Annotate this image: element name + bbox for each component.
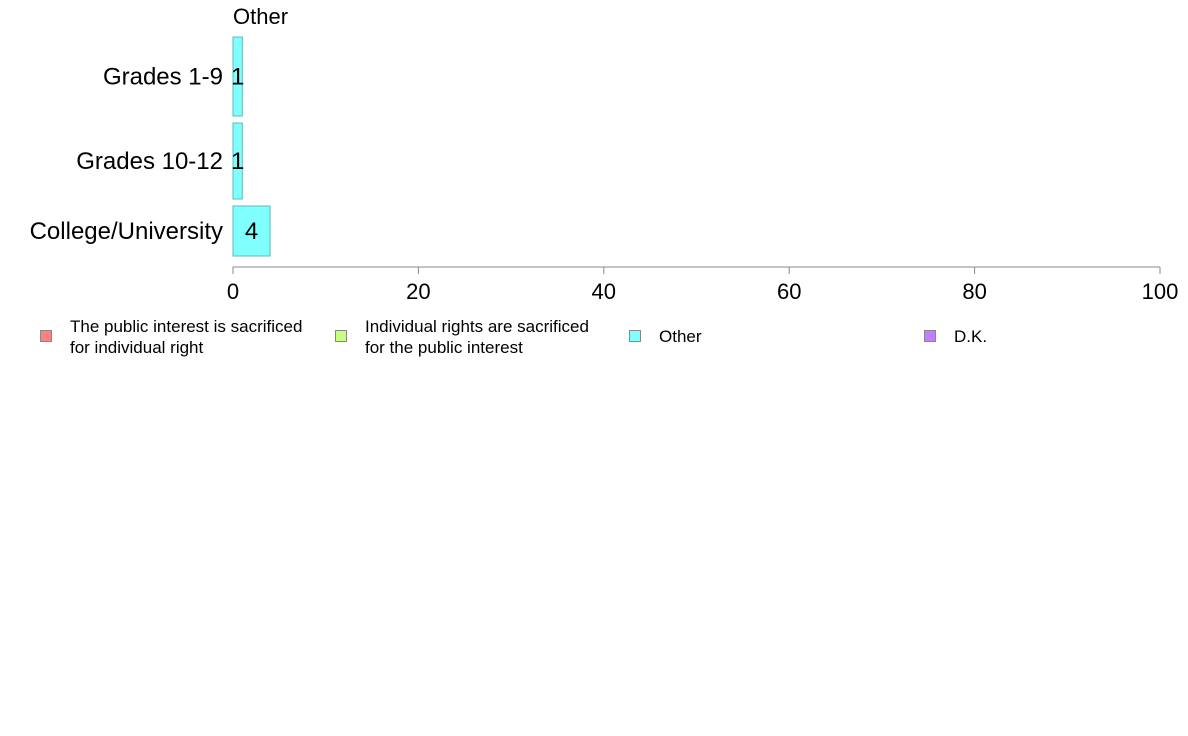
legend-swatch-red (40, 330, 52, 342)
bars-group: Grades 1-9 1 Grades 10-12 1 College/Universi… (30, 36, 271, 257)
legend-item-public-interest-sacrificed: The public interest is sacrificed for in… (40, 316, 302, 358)
data-label: 1 (231, 148, 244, 175)
legend-swatch-cyan (629, 330, 641, 342)
x-tick-label: 20 (406, 279, 430, 300)
category-label: Grades 10-12 (76, 148, 223, 175)
chart: Other Grades 1-9 1 Grades 10-12 1 College/Un… (30, 4, 1179, 300)
legend: The public interest is sacrificed for in… (0, 316, 1188, 366)
legend-swatch-purple (924, 330, 936, 342)
legend-label: The public interest is sacrificed for in… (70, 317, 303, 357)
legend-item-other: Other (629, 316, 702, 347)
data-label: 1 (231, 64, 244, 91)
x-tick-label: 60 (777, 279, 801, 300)
legend-label: Other (659, 327, 702, 346)
legend-swatch-green (335, 330, 347, 342)
legend-item-individual-rights-sacrificed: Individual rights are sacrificed for the… (335, 316, 589, 358)
bar (232, 122, 243, 200)
legend-label: Individual rights are sacrificed for the… (365, 317, 589, 357)
panel-title: Other (233, 4, 288, 29)
x-tick-label: 80 (962, 279, 986, 300)
x-tick-label: 100 (1142, 279, 1179, 300)
bar (232, 36, 243, 117)
x-tick-label: 40 (592, 279, 616, 300)
data-label: 4 (245, 218, 258, 245)
legend-item-dk: D.K. (924, 316, 987, 347)
legend-label: D.K. (954, 327, 988, 346)
category-label: Grades 1-9 (103, 64, 223, 91)
category-label: College/University (30, 218, 223, 245)
bar (232, 205, 271, 257)
x-tick-label: 0 (227, 279, 239, 300)
x-axis: 0 20 40 60 80 100 (227, 266, 1179, 300)
